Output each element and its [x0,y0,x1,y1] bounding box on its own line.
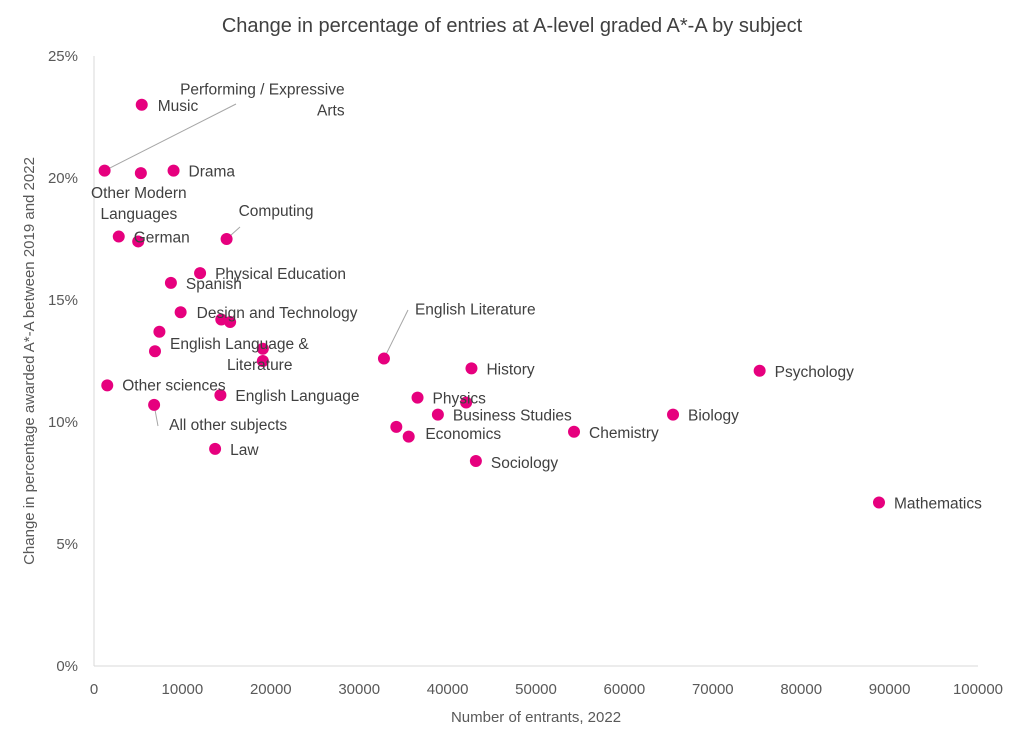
x-tick-label: 60000 [604,681,646,698]
data-point [209,442,222,455]
data-point [112,230,125,243]
data-point [256,355,269,367]
point-label: Other sciences [122,377,226,394]
x-tick-label: 80000 [780,681,822,698]
point-label: Business Studies [453,408,572,425]
chart-title: Change in percentage of entries at A-lev… [222,15,803,37]
point-label: Drama [189,164,236,181]
data-point [220,233,233,245]
data-point [148,398,161,411]
data-point [465,362,478,375]
data-point [98,164,111,177]
x-tick-label: 0 [90,681,98,698]
point-label: English Language [235,388,359,405]
point-label: Economics [425,426,501,443]
x-tick-label: 20000 [250,681,292,698]
x-tick-label: 50000 [515,681,557,698]
data-point [167,164,180,177]
data-point [148,345,161,358]
point-label: German [134,230,190,247]
data-point [214,389,227,402]
point-label: Mathematics [894,496,982,513]
data-point [667,408,680,421]
data-point [134,167,147,180]
point-label: Sociology [491,455,558,472]
x-tick-label: 40000 [427,681,469,698]
data-point [174,306,187,319]
point-label: History [486,361,534,378]
point-label: Biology [688,408,739,425]
data-point [135,98,148,111]
data-point [101,379,114,392]
data-point [568,425,581,438]
x-tick-label: 100000 [953,681,1003,698]
point-label: English Language & Literature [170,336,309,374]
point-label: English Literature [415,302,536,319]
data-point [469,455,482,468]
point-label: Music [158,98,199,115]
y-axis-title: Change in percentage awarded A*-A betwee… [21,157,38,565]
point-label: Chemistry [589,425,659,442]
data-point [132,235,145,248]
leader-line [383,309,409,359]
point-label: Spanish [186,276,242,293]
x-tick-label: 90000 [869,681,911,698]
x-tick-label: 30000 [338,681,380,698]
data-point [256,342,269,355]
point-label: Law [230,442,259,459]
leader-line [104,103,237,172]
point-label: Design and Technology [197,305,358,322]
data-points [98,98,885,509]
data-point [377,352,390,365]
data-point [402,430,415,443]
point-label: Computing [239,203,314,220]
data-point [753,364,766,377]
x-tick-label: 70000 [692,681,734,698]
y-tick-label: 25% [48,48,78,65]
data-point [390,420,403,433]
data-point [153,325,166,338]
y-tick-label: 10% [48,414,78,431]
y-tick-label: 20% [48,170,78,187]
data-point [194,267,207,280]
y-tick-label: 0% [56,658,78,675]
x-axis-title: Number of entrants, 2022 [451,709,621,726]
x-tick-label: 10000 [162,681,204,698]
data-point [224,315,237,328]
point-label: Other Modern Languages [91,185,187,223]
point-label: Psychology [775,364,855,381]
y-tick-label: 5% [56,536,78,553]
tick-labels: 0 10000 20000 30000 40000 50000 60000 70000 8000… [48,48,1003,698]
point-label: Performing / Expressive Arts [180,82,345,120]
point-label: Physics [433,391,487,408]
data-point [164,276,177,289]
y-tick-label: 15% [48,292,78,309]
data-point [460,396,473,409]
data-point [872,496,885,509]
data-point [411,391,424,404]
data-point [431,408,444,421]
axes [93,56,978,667]
point-label: Physical Education [215,266,346,283]
point-label: All other subjects [169,417,287,434]
